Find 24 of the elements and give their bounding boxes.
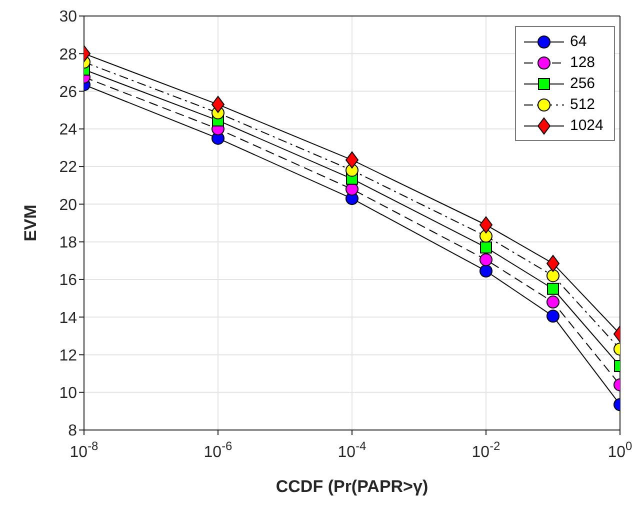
y-tick-label: 8	[68, 422, 78, 440]
x-axis-title: CCDF (Pr(PAPR>γ)	[276, 477, 428, 496]
y-tick-label: 16	[59, 272, 78, 290]
y-tick-label: 20	[59, 196, 78, 214]
y-tick-label: 12	[59, 347, 78, 364]
x-tick-label: 10$^{-4}$	[338, 439, 367, 461]
legend-label: 256	[570, 75, 596, 92]
y-tick-label: 26	[59, 84, 78, 101]
x-tick-label: 10$^{0}$	[608, 439, 633, 461]
y-tick-label: 18	[59, 234, 78, 252]
x-tick-label: 10$^{-8}$	[70, 439, 99, 461]
legend-label: 512	[570, 96, 596, 113]
y-tick-label: 10	[59, 385, 78, 402]
y-tick-label: 28	[59, 46, 78, 64]
y-tick-label: 22	[59, 159, 78, 176]
legend-label: 64	[570, 33, 588, 50]
y-tick-label: 14	[59, 310, 78, 327]
y-tick-label: 30	[59, 8, 78, 26]
y-tick-label: 24	[59, 122, 78, 139]
legend-label: 1024	[570, 117, 604, 134]
y-axis-title: EVM	[21, 204, 40, 242]
legend-label: 128	[570, 54, 596, 71]
x-tick-label: 10$^{-2}$	[472, 439, 501, 461]
x-tick-label: 10$^{-6}$	[204, 439, 233, 461]
